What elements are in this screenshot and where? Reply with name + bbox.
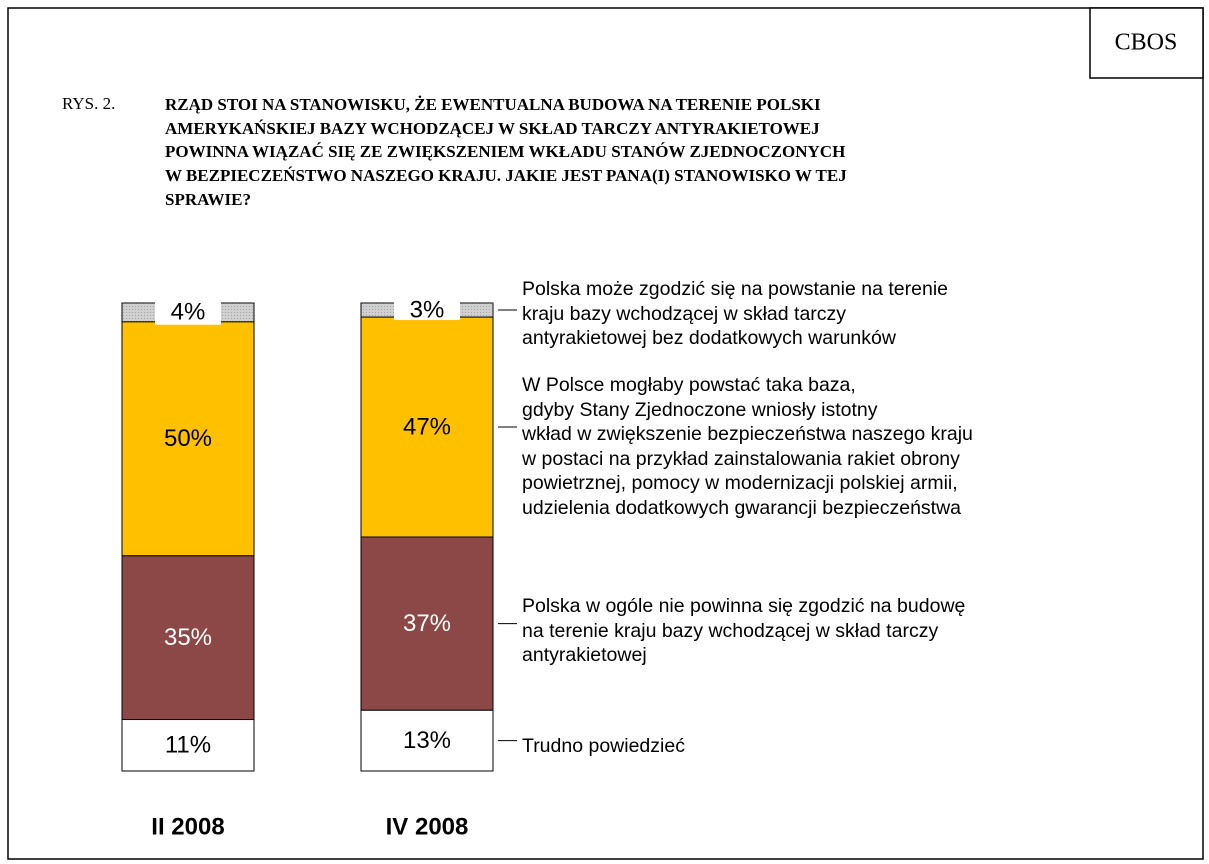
- bar-segment: [360, 709, 494, 772]
- label-bg: [155, 300, 221, 325]
- value-label: 35%: [164, 624, 212, 651]
- category-label: IV 2008: [386, 813, 469, 840]
- value-label: 4%: [171, 299, 206, 326]
- figure-label: RYS. 2.: [62, 94, 115, 113]
- value-label: 3%: [410, 296, 445, 323]
- category-label: II 2008: [151, 813, 224, 840]
- value-label: 50%: [164, 425, 212, 452]
- label-bg: [394, 300, 460, 321]
- bar-segment: [360, 536, 494, 711]
- badge: CBOS: [1115, 30, 1178, 56]
- legend-entry: Trudno powiedzieć: [522, 735, 685, 757]
- badge-box: [1089, 7, 1204, 79]
- frame: [7, 7, 1204, 860]
- bar-segment: [121, 719, 255, 772]
- value-label: 13%: [403, 727, 451, 754]
- bar-segment: [360, 316, 494, 538]
- value-label: 11%: [165, 732, 211, 759]
- legend-entry: Polska w ogóle nie powinna się zgodzić n…: [522, 595, 966, 666]
- legend-entry: Polska może zgodzić się na powstanie na …: [522, 278, 948, 349]
- legend-entry: W Polsce mogłaby powstać taka baza, gdyb…: [522, 374, 973, 519]
- value-label: 37%: [403, 610, 451, 637]
- bar-segment: [121, 555, 255, 721]
- value-label: 47%: [403, 413, 451, 440]
- chart-title: RZĄD STOI NA STANOWISKU, ŻE EWENTUALNA B…: [165, 95, 847, 209]
